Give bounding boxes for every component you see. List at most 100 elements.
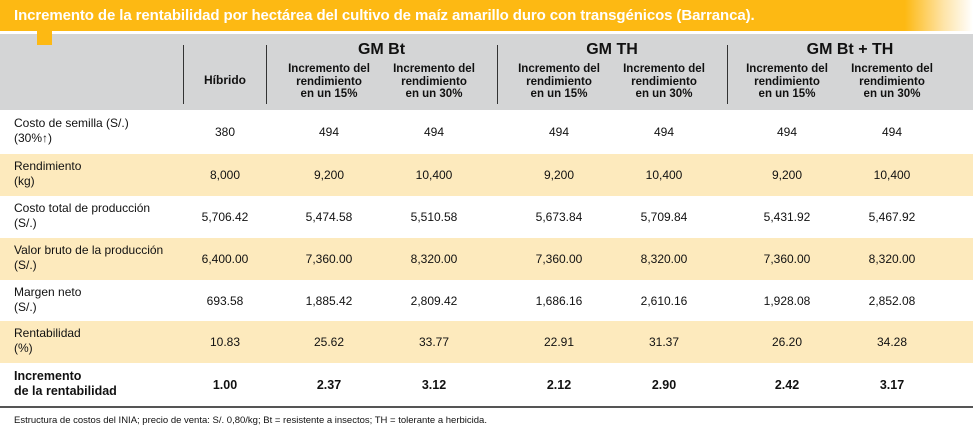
header-sub-line: rendimiento: [401, 75, 467, 88]
table-row: Margen neto (S/.) 693.58 1,885.42 2,809.42 1,…: [0, 280, 973, 321]
row-label-line: Costo de semilla (S/.): [14, 116, 129, 130]
footnote: Estructura de costos del INIA; precio de…: [14, 415, 487, 426]
table-cell: 3.12: [421, 377, 447, 392]
table-cell: 3.17: [879, 377, 905, 392]
header-sub-line: en un 30%: [863, 88, 921, 100]
header-sub-line: en un 30%: [405, 88, 463, 100]
table-row: Costo de semilla (S/.) (30%↑) 380 494 494 494…: [0, 110, 973, 154]
table-cell: 10,400: [645, 168, 683, 182]
row-label-line: (S/.): [14, 216, 37, 230]
table-cell: 26.20: [771, 335, 803, 349]
table-cell: 34.28: [876, 335, 908, 349]
table-cell: 5,673.84: [535, 210, 583, 224]
header-sub-line: Incremento del: [518, 63, 600, 75]
header-sub-line: Incremento del: [851, 63, 933, 75]
header-sub-line: rendimiento: [296, 75, 362, 88]
table-cell: 494: [881, 125, 903, 139]
table-cell: 5,431.92: [763, 210, 811, 224]
row-label-line: Costo total de producción: [14, 201, 151, 215]
title-band: Incremento de la rentabilidad por hectár…: [0, 0, 973, 31]
table-bottom-rule: [0, 406, 973, 408]
header-sub-line: Incremento del: [393, 63, 475, 75]
row-label-line: (kg): [14, 174, 35, 188]
group-title-gm-bt-th: GM Bt + TH: [806, 41, 894, 58]
table-cell: 5,709.84: [640, 210, 688, 224]
table-cell: 5,467.92: [868, 210, 916, 224]
header-sub-line: Incremento del: [288, 63, 370, 75]
table-cell: 5,474.58: [305, 210, 353, 224]
column-divider: [266, 45, 267, 104]
table-cell: 31.37: [648, 335, 680, 349]
table-cell: 9,200: [771, 168, 803, 182]
table-cell: 494: [423, 125, 445, 139]
row-label: Costo total de producción (S/.): [14, 201, 150, 231]
header-sub-column: Incremento del rendimiento en un 30%: [380, 63, 488, 101]
table-cell: 2.12: [546, 377, 572, 392]
table-cell: 33.77: [418, 335, 450, 349]
row-label-line: (%): [14, 341, 33, 355]
column-divider: [497, 45, 498, 104]
table-cell: 8,320.00: [410, 252, 458, 266]
row-label: Valor bruto de la producción (S/.): [14, 243, 163, 273]
column-divider: [727, 45, 728, 104]
header-sub-line: rendimiento: [526, 75, 592, 88]
table-cell: 1.00: [212, 377, 238, 392]
table-cell: 5,706.42: [201, 210, 249, 224]
header-sub-column: Incremento del rendimiento en un 15%: [275, 63, 383, 101]
table-row: Valor bruto de la producción (S/.) 6,400.0…: [0, 238, 973, 280]
table-cell: 494: [653, 125, 675, 139]
table-row: Incremento de la rentabilidad 1.00 2.37 3.12…: [0, 363, 973, 406]
table-cell: 8,000: [209, 168, 241, 182]
table-cell: 7,360.00: [305, 252, 353, 266]
table-cell: 2,852.08: [868, 293, 916, 308]
table-cell: 6,400.00: [201, 252, 249, 266]
table-header: [0, 34, 973, 110]
header-sub-line: en un 15%: [530, 88, 588, 100]
title-tab-decoration: [37, 31, 52, 45]
group-title-gm-th: GM TH: [586, 41, 638, 58]
table-cell: 2,610.16: [640, 293, 688, 308]
table-title: Incremento de la rentabilidad por hectár…: [14, 7, 755, 24]
table-row: Costo total de producción (S/.) 5,706.42 5,…: [0, 196, 973, 238]
table-cell: 8,320.00: [868, 252, 916, 266]
table-cell: 2.37: [316, 377, 342, 392]
table-row: Rendimiento (kg) 8,000 9,200 10,400 9,200 10,4…: [0, 154, 973, 196]
row-label-line: Rendimiento: [14, 159, 82, 173]
header-hibrido: Híbrido: [204, 73, 246, 87]
header-sub-column: Incremento del rendimiento en un 30%: [838, 63, 946, 101]
header-sub-column: Incremento del rendimiento en un 30%: [610, 63, 718, 101]
header-sub-line: rendimiento: [754, 75, 820, 88]
table-cell: 693.58: [206, 293, 244, 308]
table-cell: 10,400: [415, 168, 453, 182]
table-cell: 1,885.42: [305, 293, 353, 308]
table-cell: 10,400: [873, 168, 911, 182]
header-sub-line: en un 30%: [635, 88, 693, 100]
table-cell: 25.62: [313, 335, 345, 349]
header-sub-line: Incremento del: [623, 63, 705, 75]
table-cell: 1,686.16: [535, 293, 583, 308]
header-sub-line: Incremento del: [746, 63, 828, 75]
row-label: Rentabilidad (%): [14, 326, 81, 356]
row-label-line: (S/.): [14, 258, 37, 272]
header-sub-line: en un 15%: [758, 88, 816, 100]
table-cell: 2.42: [774, 377, 800, 392]
group-title-gm-bt: GM Bt: [357, 41, 406, 58]
header-sub-line: rendimiento: [631, 75, 697, 88]
row-label-line: Valor bruto de la producción: [14, 243, 164, 257]
table-cell: 8,320.00: [640, 252, 688, 266]
table-cell: 2.90: [651, 377, 677, 392]
table-cell: 494: [776, 125, 798, 139]
header-sub-line: en un 15%: [300, 88, 358, 100]
table-cell: 494: [318, 125, 340, 139]
table-cell: 10.83: [209, 335, 241, 349]
table-cell: 7,360.00: [763, 252, 811, 266]
row-label-line: de la rentabilidad: [14, 383, 117, 398]
table-cell: 2,809.42: [410, 293, 458, 308]
row-label-line: (30%↑): [14, 131, 53, 145]
header-sub-column: Incremento del rendimiento en un 15%: [505, 63, 613, 101]
table-row: Rentabilidad (%) 10.83 25.62 33.77 22.91 31.37…: [0, 321, 973, 363]
table-cell: 9,200: [543, 168, 575, 182]
table-cell: 494: [548, 125, 570, 139]
table-cell: 5,510.58: [410, 210, 458, 224]
table-cell: 9,200: [313, 168, 345, 182]
